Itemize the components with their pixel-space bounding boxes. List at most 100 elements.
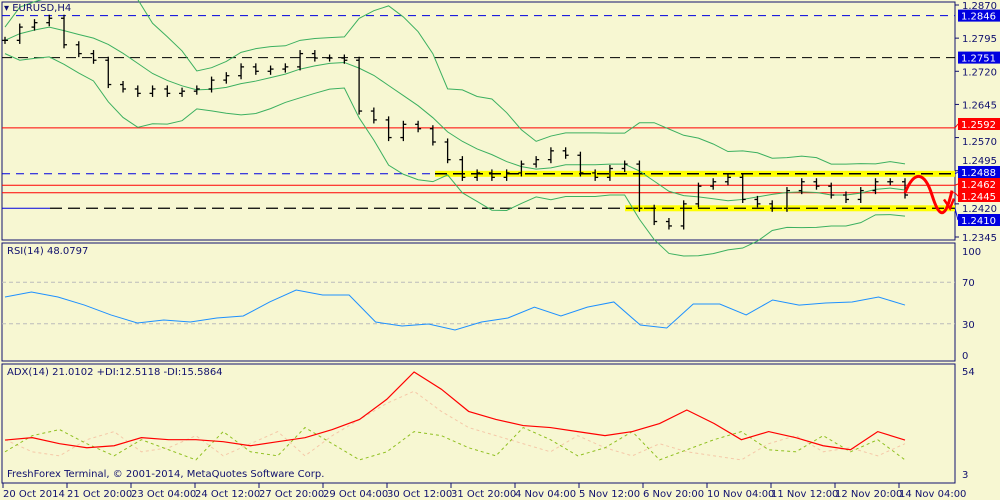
ohlc-bar — [606, 164, 613, 181]
price-label: 1.2846 — [961, 12, 996, 23]
ohlc-bar — [828, 182, 835, 199]
adx-line — [4, 371, 906, 451]
ohlc-bar — [562, 147, 569, 159]
price-label-box — [958, 118, 1000, 130]
time-label: 14 Nov 04:00 — [899, 489, 966, 500]
ohlc-bar — [282, 63, 289, 73]
ohlc-bar — [592, 169, 599, 181]
ohlc-bar — [16, 23, 23, 44]
adx-level-label: 3 — [962, 470, 968, 481]
adx-level-label: 54 — [962, 367, 975, 378]
ohlc-bar — [444, 138, 451, 164]
rsi-level-label: 30 — [962, 320, 975, 331]
price-tick-label: 1.2870 — [962, 1, 997, 12]
ohlc-bar — [297, 50, 304, 71]
ohlc-bar — [61, 14, 68, 49]
adx-panel — [1, 363, 956, 484]
price-label: 1.2592 — [961, 120, 996, 131]
ohlc-bar — [533, 156, 540, 168]
main-panel — [1, 1, 956, 241]
ohlc-bar — [356, 56, 363, 115]
price-label-box — [958, 166, 1000, 178]
ohlc-bar — [813, 178, 820, 190]
time-label: 31 Oct 20:00 — [451, 489, 516, 500]
time-label: 21 Oct 20:00 — [67, 489, 132, 500]
ohlc-bar — [754, 195, 761, 208]
ohlc-bar — [134, 85, 141, 97]
ohlc-bar — [105, 56, 112, 89]
price-label-box — [958, 178, 1000, 190]
price-label: 1.2462 — [961, 180, 996, 191]
time-label: 6 Nov 20:00 — [643, 489, 704, 500]
price-tick-label: 1.2570 — [962, 137, 997, 148]
ohlc-bar — [415, 120, 422, 133]
price-label-leader — [954, 208, 959, 221]
ohlc-bar — [842, 191, 849, 203]
ohlc-bar — [872, 178, 879, 195]
ohlc-bar — [429, 125, 436, 146]
ohlc-bar — [341, 54, 348, 64]
ohlc-bar — [488, 169, 495, 181]
ohlc-bar — [120, 81, 127, 93]
ohlc-bar — [311, 50, 318, 62]
bollinger-middle — [4, 26, 906, 202]
ohlc-bar — [370, 107, 377, 124]
price-tick-label: 1.2720 — [962, 67, 997, 78]
price-label-leader — [954, 192, 959, 197]
time-label: 23 Oct 04:00 — [131, 489, 196, 500]
time-label: 12 Nov 20:00 — [835, 489, 902, 500]
ohlc-bar — [164, 85, 171, 97]
time-label: 20 Oct 2014 — [3, 489, 65, 500]
ohlc-bar — [193, 85, 200, 95]
ohlc-bar — [238, 63, 245, 80]
price-label-box — [958, 51, 1000, 64]
ohlc-bar — [90, 50, 97, 64]
time-label: 11 Nov 12:00 — [771, 489, 838, 500]
bollinger-upper — [4, 0, 906, 165]
price-label-box — [958, 190, 1000, 202]
rsi-level-label: 0 — [962, 351, 968, 362]
ohlc-bar — [651, 204, 658, 226]
ohlc-bar — [636, 160, 643, 212]
minus-di-line — [4, 390, 906, 461]
time-label: 24 Oct 12:00 — [195, 489, 260, 500]
time-label: 30 Oct 12:00 — [387, 489, 452, 500]
plus-di-line — [4, 426, 906, 461]
rsi-panel — [1, 242, 956, 362]
price-label: 1.2751 — [961, 54, 996, 65]
ohlc-bar — [385, 116, 392, 142]
ohlc-bar — [179, 87, 186, 97]
ohlc-bar — [695, 182, 702, 208]
ohlc-bar — [46, 14, 53, 27]
ohlc-bar — [267, 65, 274, 75]
ohlc-bar — [149, 85, 156, 97]
price-tick-label: 1.2420 — [962, 204, 997, 215]
ohlc-bar — [400, 120, 407, 142]
ohlc-bar — [2, 36, 8, 44]
ohlc-bar — [739, 173, 746, 203]
price-label-box — [958, 214, 1000, 226]
bollinger-lower — [4, 53, 906, 257]
ohlc-bar — [474, 169, 481, 181]
price-tick-label: 1.2345 — [962, 233, 997, 244]
forecast-arrowhead-icon — [942, 198, 956, 211]
time-label: 27 Oct 20:00 — [259, 489, 324, 500]
ohlc-bar — [577, 151, 584, 177]
copyright: FreshForex Terminal, © 2001-2014, MetaQu… — [7, 469, 325, 480]
ohlc-bar — [31, 19, 38, 31]
time-label: 4 Nov 04:00 — [515, 489, 576, 500]
price-label: 1.2410 — [961, 216, 996, 227]
ohlc-bar — [680, 200, 687, 230]
ohlc-bar — [252, 63, 259, 75]
ohlc-bar — [902, 178, 908, 199]
ohlc-bar — [665, 217, 672, 230]
ohlc-bar — [459, 156, 466, 181]
symbol-title-text: EURUSD,H4 — [12, 3, 72, 14]
rsi-line — [4, 289, 906, 331]
ohlc-bar — [75, 41, 82, 58]
ohlc-bar — [769, 200, 776, 212]
price-label: 1.2488 — [961, 168, 996, 179]
ohlc-bar — [208, 76, 215, 93]
ohlc-bar — [503, 169, 510, 181]
